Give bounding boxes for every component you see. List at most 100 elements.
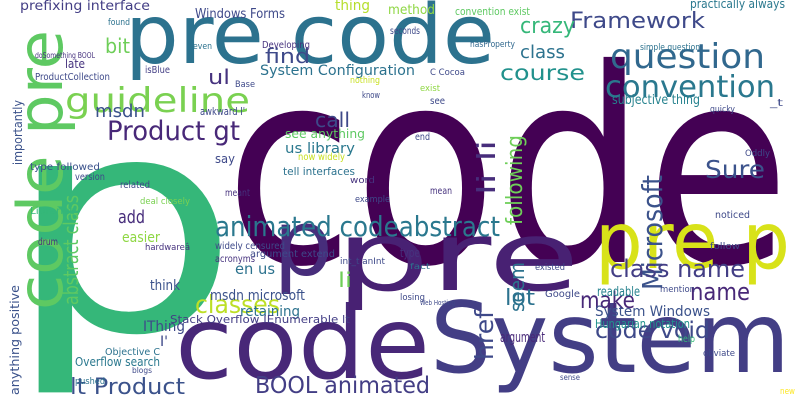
word: retaining [240,304,300,320]
word: System Windows [595,304,710,320]
word: importantly [11,100,25,165]
word: see [430,96,445,107]
word: course [500,61,585,85]
word: C Cocoa [430,68,465,78]
word: guideline [65,81,250,121]
word: question [610,37,765,77]
word: Product gt [107,116,240,147]
word: pushed [75,377,105,387]
word: us library [285,141,355,157]
word: method [388,3,435,18]
word: Developing [262,40,310,51]
word: drum [38,237,58,248]
word: add [118,207,145,228]
word: know [362,91,380,101]
word: lot [505,286,535,311]
word: isBlue [145,65,170,76]
word: think [150,278,181,294]
word: convention [605,70,775,105]
word: end [415,132,430,143]
word: obviate [703,349,735,359]
word: type followed [30,162,100,173]
word: Libraries [30,206,75,217]
word: li li [472,140,501,195]
word: lt Product [70,375,185,400]
word: anything positive [8,285,22,395]
word: class [520,42,565,63]
word: abstract class [59,195,83,305]
word: make [580,288,635,314]
word: readable [597,285,640,300]
word: quicky [710,105,736,115]
word: code pre [4,30,77,310]
word: pre [335,201,580,313]
word: word [350,176,375,186]
word: IThing [143,319,185,335]
word: seem [505,262,529,312]
word: code void [595,318,710,344]
word: fact [410,262,430,271]
word: pre p [595,197,790,287]
word: found [108,18,130,28]
word: Google [545,289,580,300]
word: following [503,135,528,225]
word: help [678,334,695,345]
word: msdn microsoft [210,288,305,304]
word: nothing [350,76,380,86]
word: name [690,278,750,306]
word: new [780,387,795,397]
word: meant [225,188,250,199]
word: Overflow search [75,355,160,369]
word: subjective thing [612,93,700,108]
word: existed [535,263,565,273]
word: Web Hosting [420,299,455,307]
word: deal closely [140,197,191,207]
word: en us [235,260,275,278]
word: int_t anInt [340,257,385,267]
word: convention exist [455,5,531,18]
word: class name [610,255,745,283]
word: thing [335,0,370,14]
word: even [193,42,212,52]
word: call [315,108,350,132]
word: crazy [520,14,575,39]
word: classes [195,290,280,319]
word: BOOL animated [255,373,430,399]
word: argument [500,330,545,346]
word: practically always [690,0,785,11]
word: example [355,195,390,205]
word: Base [235,80,255,90]
word: say [215,152,235,166]
word: Framework [570,9,705,34]
word: pre code [125,0,495,83]
word: Hungarian notation [595,317,690,331]
word: _t [769,98,784,109]
word: awkward I' [200,105,245,118]
word: sense [560,373,580,382]
word: Sure [705,155,765,184]
word: System [430,282,790,396]
word: blogs [132,366,152,375]
word: find [265,44,310,68]
word: follow [710,242,740,252]
word: System Configuration [260,63,415,79]
word: tell interfaces [283,165,355,178]
word: version [75,172,105,183]
word: now widely [298,152,345,163]
word: p [5,52,240,400]
word: late [65,57,85,71]
word: ul [208,65,230,89]
word: seconds [390,26,420,37]
word: doSomething BOOL [35,51,95,60]
word: simple question [640,43,700,53]
word: code [175,285,430,400]
word: hasProperty [470,40,516,50]
word: msdn [95,101,145,122]
word: related [120,180,150,191]
word: prefixing interface [20,0,150,14]
word: Windows Forms [195,7,285,22]
word: p [273,190,333,297]
word: Stack Overflow IEnumerable lt [170,313,351,326]
